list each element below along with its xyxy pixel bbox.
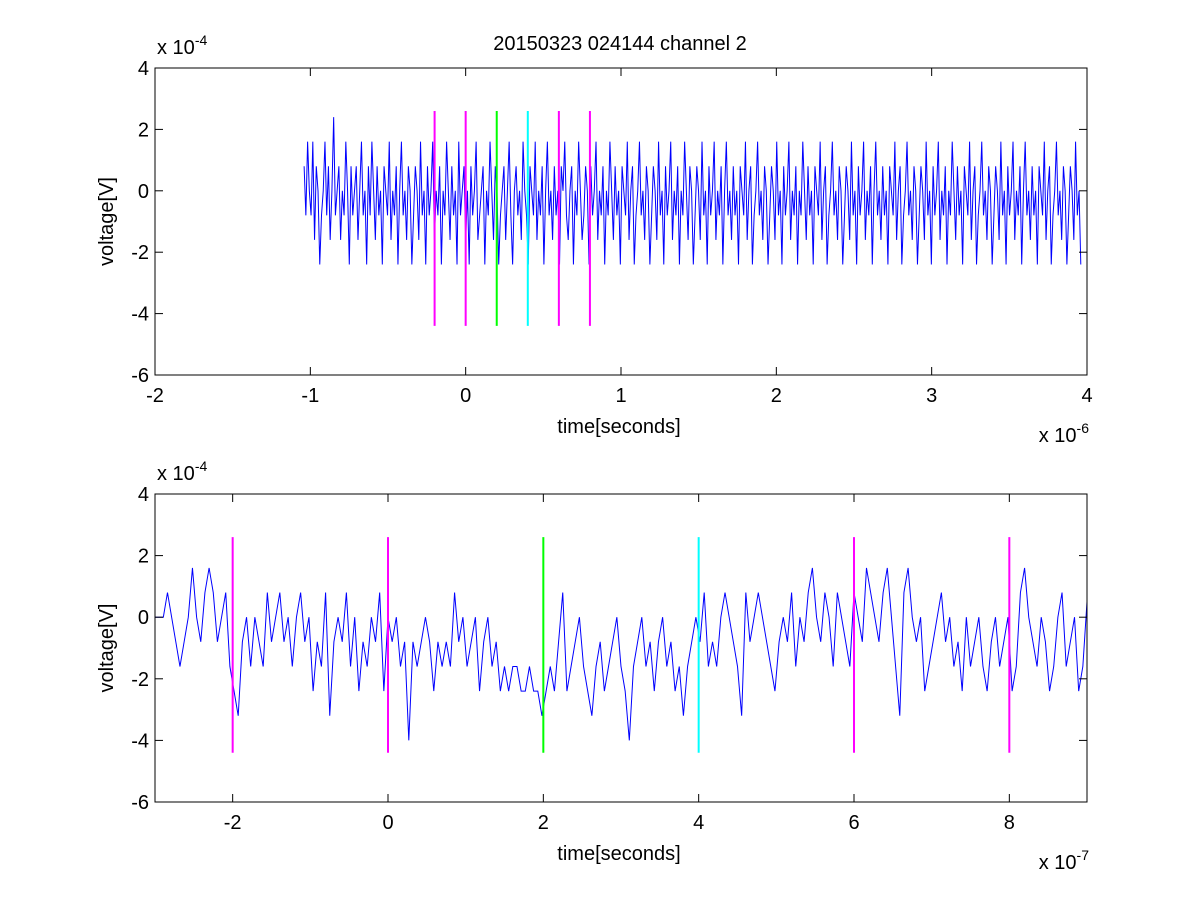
y-multiplier-exponent: -4 — [195, 458, 208, 474]
y-tick-label: -4 — [131, 304, 149, 326]
y-multiplier: x 10-4 — [157, 32, 207, 59]
y-tick-label: -4 — [131, 730, 149, 752]
top-plot: -2 -1 0 1 2 3 4 -6 -4 -2 0 2 4 time[seconds] voltage[V… — [96, 32, 1093, 447]
y-multiplier-exponent: -4 — [195, 32, 208, 48]
y-tick-label: 4 — [138, 58, 149, 80]
y-tick-label: 0 — [138, 607, 149, 629]
x-tick-label: -2 — [224, 812, 242, 834]
y-multiplier: x 10-4 — [157, 458, 207, 485]
y-tick-label: -6 — [131, 365, 149, 387]
x-tick-label: 2 — [771, 385, 782, 407]
figure-title: 20150323 024144 channel 2 — [493, 33, 747, 55]
series-line — [155, 567, 1088, 741]
x-axis-label: time[seconds] — [557, 416, 680, 438]
x-tick-label: 3 — [926, 385, 937, 407]
x-tick-label: 0 — [460, 385, 471, 407]
x-multiplier-exponent: -7 — [1077, 847, 1090, 863]
y-tick-label: 0 — [138, 181, 149, 203]
x-multiplier-exponent: -6 — [1077, 420, 1090, 436]
y-tick-label: -2 — [131, 242, 149, 264]
x-multiplier-base: x 10 — [1039, 852, 1077, 874]
y-tick-label: -6 — [131, 792, 149, 814]
x-multiplier-base: x 10 — [1039, 425, 1077, 447]
y-tick-label: 2 — [138, 119, 149, 141]
x-tick-label: -2 — [146, 385, 164, 407]
x-tick-label: -1 — [301, 385, 319, 407]
x-tick-label: 4 — [693, 812, 704, 834]
x-tick-label: 0 — [382, 812, 393, 834]
y-multiplier-base: x 10 — [157, 463, 195, 485]
x-axis-label: time[seconds] — [557, 843, 680, 865]
x-tick-label: 6 — [848, 812, 859, 834]
y-tick-label: 2 — [138, 546, 149, 568]
y-axis-label: voltage[V] — [96, 604, 118, 693]
bottom-plot: -2 0 2 4 6 8 -6 -4 -2 0 2 4 time[seconds] voltage[V] x… — [96, 458, 1089, 874]
y-multiplier-base: x 10 — [157, 37, 195, 59]
y-tick-label: 4 — [138, 484, 149, 506]
y-axis-label: voltage[V] — [96, 177, 118, 266]
y-tick-label: -2 — [131, 669, 149, 691]
x-tick-label: 8 — [1004, 812, 1015, 834]
axes-frame — [154, 493, 1088, 803]
x-tick-label: 1 — [615, 385, 626, 407]
x-tick-label: 4 — [1081, 385, 1092, 407]
series-line — [303, 117, 1082, 265]
x-multiplier: x 10-7 — [1039, 847, 1089, 874]
x-multiplier: x 10-6 — [1039, 420, 1089, 447]
x-tick-label: 2 — [538, 812, 549, 834]
